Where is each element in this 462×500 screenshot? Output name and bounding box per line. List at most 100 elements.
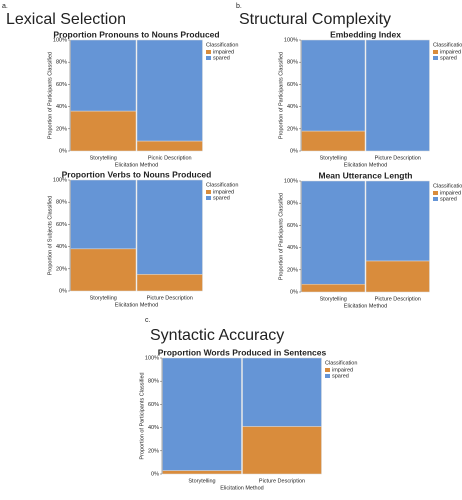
- legend-swatch: [206, 56, 211, 60]
- mosaic-segment: [70, 39, 137, 112]
- legend-swatch: [206, 190, 211, 194]
- mosaic-segment: [242, 426, 322, 475]
- y-axis-label: Proportion of Participants Classified: [278, 52, 284, 139]
- panel-label: b.: [236, 3, 242, 10]
- y-tick-label: 20%: [148, 448, 159, 454]
- y-tick-label: 100%: [284, 178, 298, 184]
- chart-title: Embedding Index: [330, 29, 401, 39]
- legend-label: spared: [213, 55, 230, 61]
- legend-label: spared: [440, 196, 457, 202]
- legend-swatch: [325, 374, 330, 378]
- legend-swatch: [433, 50, 438, 54]
- y-tick-label: 40%: [148, 425, 159, 431]
- mosaic-segment: [301, 283, 366, 293]
- y-tick-label: 0%: [290, 289, 298, 295]
- x-axis-label: Elicitation Method: [115, 302, 158, 308]
- x-tick-label: Picture Description: [375, 155, 421, 161]
- legend-label: impaired: [440, 190, 461, 196]
- y-tick-label: 60%: [287, 223, 298, 229]
- mosaic-segment: [365, 180, 430, 262]
- x-tick-label: Picture Description: [375, 296, 421, 302]
- legend-swatch: [433, 191, 438, 195]
- mosaic-segment: [136, 179, 203, 275]
- panel-heading: Lexical Selection: [6, 11, 126, 28]
- panel-heading: Syntactic Accuracy: [150, 327, 284, 344]
- y-tick-label: 100%: [53, 177, 67, 183]
- x-tick-label: Picture Description: [259, 478, 305, 484]
- x-axis-label: Elicitation Method: [344, 303, 387, 309]
- y-tick-label: 80%: [287, 60, 298, 66]
- legend-label: spared: [213, 195, 230, 201]
- mosaic-segment: [70, 110, 137, 152]
- legend-swatch: [325, 368, 330, 372]
- y-tick-label: 0%: [59, 288, 67, 294]
- y-tick-label: 20%: [56, 266, 67, 272]
- y-tick-label: 0%: [59, 148, 67, 154]
- legend-title: Classification: [206, 182, 238, 188]
- x-axis-label: Elicitation Method: [115, 162, 158, 168]
- mosaic-segment: [162, 470, 242, 475]
- panel-label: a.: [2, 3, 8, 10]
- y-tick-label: 60%: [56, 222, 67, 228]
- mosaic-segment: [136, 274, 203, 292]
- y-tick-label: 20%: [56, 126, 67, 132]
- x-tick-label: Storytelling: [320, 296, 347, 302]
- y-tick-label: 40%: [287, 245, 298, 251]
- mosaic-segment: [242, 357, 322, 427]
- mosaic-segment: [70, 179, 137, 250]
- y-tick-label: 100%: [53, 37, 67, 43]
- y-tick-label: 80%: [56, 200, 67, 206]
- x-tick-label: Picture Description: [147, 295, 193, 301]
- y-axis-label: Proportion of Participants Classified: [278, 193, 284, 280]
- legend-label: impaired: [440, 49, 461, 55]
- y-tick-label: 0%: [151, 471, 159, 477]
- panel-label: c.: [145, 317, 151, 324]
- mosaic-segment: [162, 357, 242, 471]
- y-tick-label: 40%: [56, 244, 67, 250]
- legend-swatch: [206, 196, 211, 200]
- legend-label: impaired: [213, 49, 234, 55]
- y-tick-label: 60%: [287, 82, 298, 88]
- legend-label: spared: [440, 55, 457, 61]
- y-tick-label: 20%: [287, 267, 298, 273]
- legend-swatch: [433, 56, 438, 60]
- mosaic-segment: [301, 180, 366, 285]
- chart-title: Proportion Pronouns to Nouns Produced: [53, 29, 219, 39]
- legend-swatch: [433, 197, 438, 201]
- mosaic-segment: [136, 39, 203, 142]
- mosaic-segment: [70, 248, 137, 292]
- legend-swatch: [206, 50, 211, 54]
- y-tick-label: 80%: [56, 60, 67, 66]
- y-tick-label: 80%: [287, 201, 298, 207]
- x-tick-label: Storytelling: [320, 155, 347, 161]
- mosaic-segment: [301, 39, 366, 132]
- legend-label: impaired: [213, 189, 234, 195]
- legend-label: spared: [332, 373, 349, 379]
- x-tick-label: Picnic Description: [148, 155, 192, 161]
- y-axis-label: Proportion of Participants Classified: [47, 52, 53, 139]
- y-tick-label: 100%: [284, 37, 298, 43]
- mosaic-segment: [301, 130, 366, 152]
- y-axis-label: Proportion of Subjects Classified: [47, 196, 53, 275]
- x-axis-label: Elicitation Method: [344, 162, 387, 168]
- legend-title: Classification: [433, 183, 462, 189]
- y-tick-label: 40%: [287, 104, 298, 110]
- chart-title: Mean Utterance Length: [319, 170, 413, 180]
- legend-title: Classification: [325, 360, 357, 366]
- y-tick-label: 0%: [290, 148, 298, 154]
- mosaic-segment: [365, 260, 430, 293]
- legend-label: impaired: [332, 367, 353, 373]
- y-tick-label: 80%: [148, 379, 159, 385]
- legend-title: Classification: [433, 42, 462, 48]
- y-tick-label: 100%: [145, 355, 159, 361]
- x-axis-label: Elicitation Method: [220, 485, 263, 491]
- mosaic-segment: [365, 39, 430, 152]
- chart-title: Proportion Verbs to Nouns Produced: [62, 169, 212, 179]
- x-tick-label: Storytelling: [90, 155, 117, 161]
- mosaic-segment: [136, 140, 203, 152]
- x-tick-label: Storytelling: [90, 295, 117, 301]
- legend-title: Classification: [206, 42, 238, 48]
- y-tick-label: 60%: [148, 402, 159, 408]
